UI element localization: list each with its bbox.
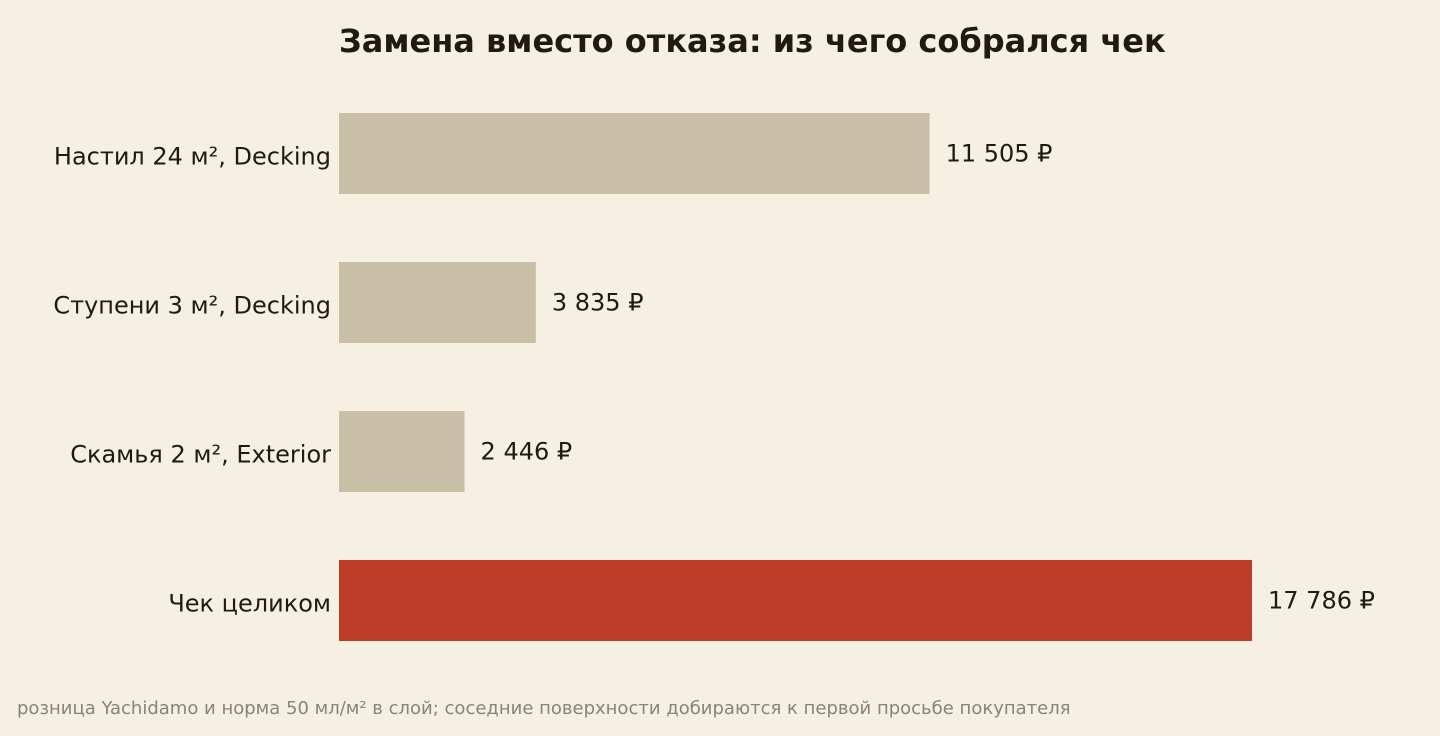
chart-title: Замена вместо отказа: из чего собрался ч… [339,22,1166,60]
bar-1 [339,262,536,343]
bar-2 [339,411,465,492]
chart-footnote: розница Yachidamo и норма 50 мл/м² в сло… [17,698,1071,719]
category-label: Ступени 3 м², Decking [53,292,331,320]
value-label: 17 786 ₽ [1268,587,1375,615]
bar-0 [339,113,930,194]
value-label: 2 446 ₽ [481,438,573,466]
category-label: Скамья 2 м², Exterior [70,441,331,469]
category-label: Настил 24 м², Decking [54,143,331,171]
bar-3 [339,560,1252,641]
bars-group: Настил 24 м², Decking 11 505 ₽ Ступени 3 м… [53,113,1375,641]
value-label: 3 835 ₽ [552,289,644,317]
value-label: 11 505 ₽ [946,140,1053,168]
category-label: Чек целиком [168,590,331,618]
